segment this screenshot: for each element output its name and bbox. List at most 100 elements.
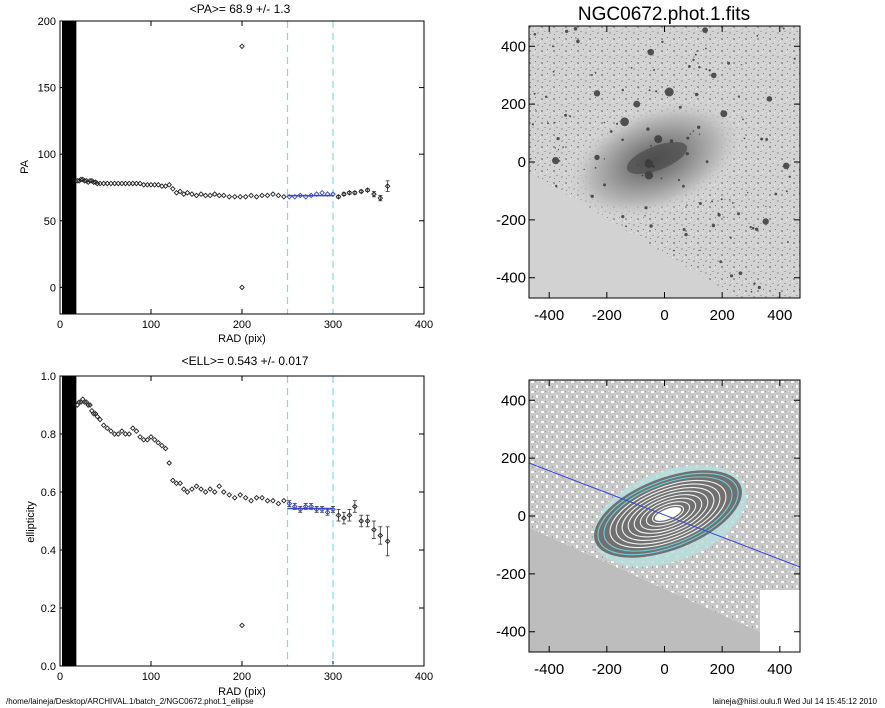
pa-chart-ylabel: PA bbox=[19, 159, 31, 174]
star-blob bbox=[535, 110, 537, 112]
y-tick-label: 50 bbox=[44, 216, 56, 228]
data-point bbox=[270, 191, 276, 197]
data-point bbox=[211, 191, 218, 197]
y-tick-label: 0.2 bbox=[41, 603, 56, 615]
data-point bbox=[133, 428, 140, 434]
star-blob bbox=[648, 89, 651, 92]
star-blob bbox=[644, 215, 646, 217]
star-blob bbox=[751, 226, 755, 230]
data-point bbox=[335, 512, 342, 519]
star-blob bbox=[746, 191, 749, 194]
data-point bbox=[166, 460, 173, 466]
data-point bbox=[126, 431, 132, 437]
star-blob bbox=[533, 33, 537, 36]
star-blob bbox=[678, 105, 682, 109]
data-point bbox=[108, 180, 114, 187]
star-blob bbox=[692, 130, 695, 132]
data-point bbox=[177, 188, 183, 195]
star-blob bbox=[793, 57, 796, 60]
star-blob bbox=[711, 72, 717, 79]
image-y-tick-label: -400 bbox=[496, 270, 526, 287]
star-blob bbox=[575, 37, 577, 39]
star-blob bbox=[684, 232, 688, 237]
star-blob bbox=[660, 177, 663, 180]
isophote-image-axes: -400 -200 0 200 400 400 200 0 -200 -400 bbox=[496, 380, 800, 678]
data-point bbox=[352, 189, 358, 196]
image-y-tick-label: 400 bbox=[501, 392, 526, 409]
star-blob bbox=[757, 285, 761, 290]
star-blob bbox=[664, 87, 674, 97]
data-point bbox=[275, 192, 282, 199]
star-blob bbox=[625, 225, 627, 228]
data-point bbox=[220, 489, 227, 495]
data-point bbox=[346, 189, 353, 196]
ell-chart-title: <ELL>= 0.543 +/- 0.017 bbox=[182, 354, 309, 368]
star-blob bbox=[682, 228, 686, 231]
galaxy-image-title: NGC0672.phot.1.fits bbox=[578, 4, 750, 25]
data-point bbox=[90, 179, 97, 185]
isophote-image-frame bbox=[528, 379, 801, 653]
star-blob bbox=[698, 66, 701, 69]
star-blob bbox=[530, 158, 532, 160]
star-blob bbox=[552, 157, 560, 165]
data-point bbox=[231, 193, 238, 200]
data-point bbox=[207, 486, 213, 492]
data-point bbox=[286, 500, 293, 507]
x-tick-label: 0 bbox=[57, 671, 63, 683]
star-blob bbox=[616, 122, 619, 125]
data-point bbox=[198, 486, 204, 492]
data-point bbox=[151, 181, 158, 188]
star-blob bbox=[637, 164, 639, 166]
star-blob bbox=[756, 34, 759, 37]
star-blob bbox=[677, 178, 681, 182]
image-x-tick-label: -400 bbox=[534, 307, 564, 324]
data-point bbox=[189, 191, 195, 197]
position-angle-line bbox=[528, 462, 801, 568]
star-blob bbox=[630, 67, 633, 69]
star-blob bbox=[594, 167, 597, 169]
data-point bbox=[170, 185, 176, 192]
data-point bbox=[198, 191, 204, 197]
star-blob bbox=[603, 158, 605, 160]
data-point bbox=[216, 192, 223, 199]
masked-region-lower bbox=[529, 528, 800, 652]
data-point bbox=[173, 480, 180, 487]
data-point bbox=[281, 497, 287, 504]
star-blob bbox=[766, 96, 773, 102]
data-point bbox=[90, 410, 97, 417]
star-blob bbox=[788, 175, 791, 178]
data-point bbox=[270, 497, 276, 504]
star-blob bbox=[750, 290, 753, 293]
star-blob bbox=[554, 147, 556, 149]
data-point bbox=[97, 180, 103, 187]
star-blob bbox=[729, 274, 734, 278]
data-point bbox=[248, 192, 254, 199]
data-point bbox=[166, 181, 173, 188]
star-blob bbox=[533, 92, 536, 95]
data-point bbox=[122, 180, 129, 187]
data-point bbox=[297, 192, 304, 199]
data-point bbox=[335, 193, 342, 200]
data-point bbox=[87, 177, 93, 184]
star-blob bbox=[544, 95, 548, 99]
data-point bbox=[226, 492, 233, 498]
star-blob bbox=[749, 226, 752, 229]
data-point bbox=[129, 180, 136, 187]
central-dense-region bbox=[62, 21, 77, 314]
data-point bbox=[97, 416, 103, 423]
data-point bbox=[341, 191, 347, 197]
data-point bbox=[242, 494, 249, 501]
data-point bbox=[148, 434, 154, 440]
star-blob bbox=[562, 146, 564, 148]
x-tick-label: 400 bbox=[415, 319, 433, 331]
data-point bbox=[239, 43, 245, 50]
y-tick-label: 0.0 bbox=[41, 661, 56, 673]
star-blob bbox=[708, 69, 711, 72]
data-point bbox=[264, 497, 271, 504]
image-x-tick-label: -200 bbox=[592, 661, 622, 678]
data-point bbox=[324, 509, 331, 516]
star-blob bbox=[649, 224, 653, 228]
star-blob bbox=[698, 202, 702, 205]
star-blob bbox=[696, 50, 698, 52]
star-blob bbox=[573, 27, 578, 31]
